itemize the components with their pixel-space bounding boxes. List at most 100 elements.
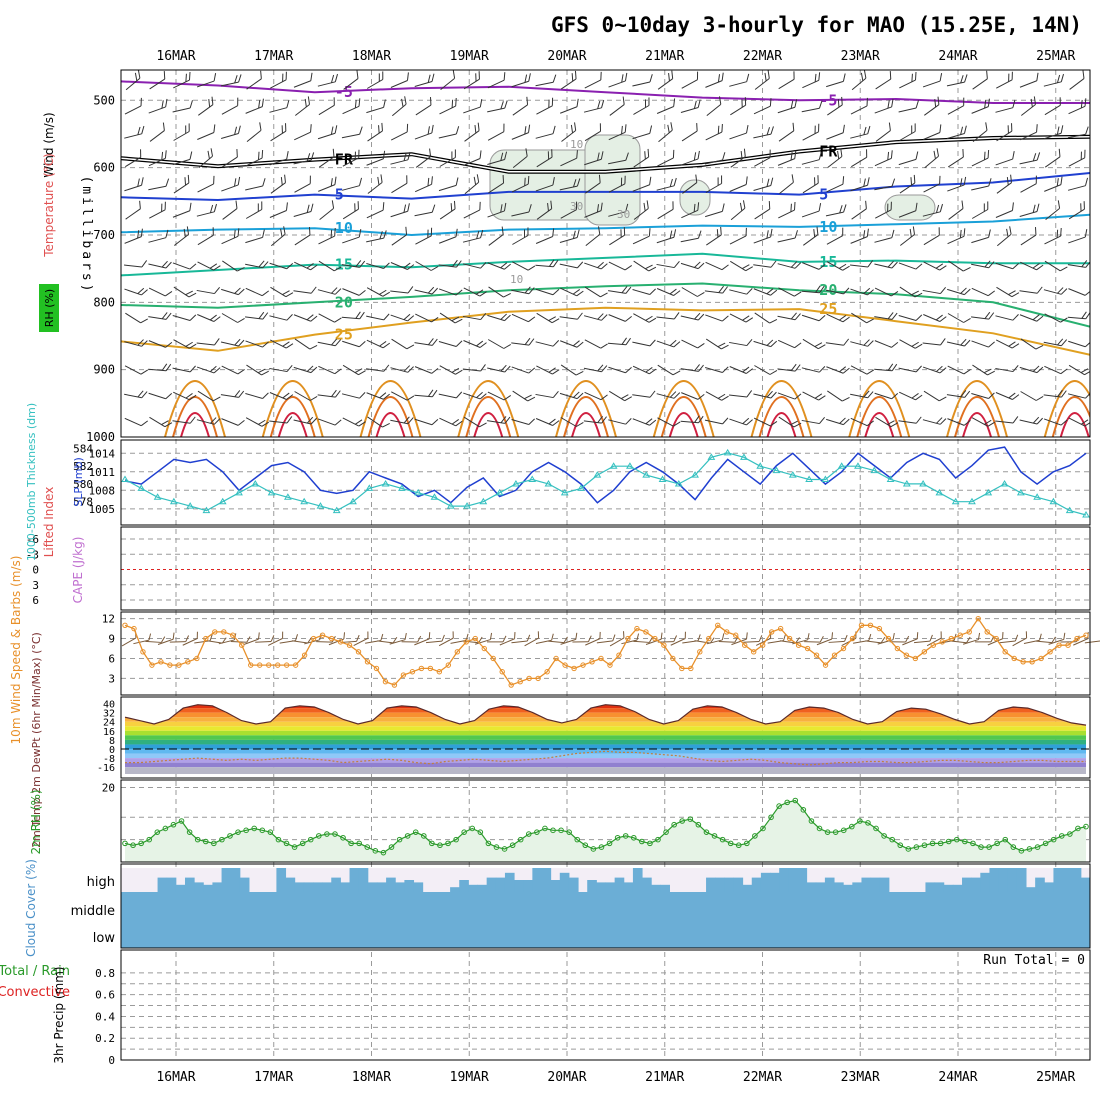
barb-feather xyxy=(709,637,715,644)
wind-barb xyxy=(270,226,286,247)
wind-speed-marker xyxy=(131,625,137,632)
barb-shaft xyxy=(680,262,699,270)
barb-shaft xyxy=(149,416,166,428)
thickness-marker xyxy=(691,471,699,478)
barb-feather xyxy=(503,394,512,401)
wind-speed-marker xyxy=(616,652,622,658)
barb-shaft xyxy=(148,340,166,348)
barb-feather xyxy=(285,123,287,132)
barb-shaft xyxy=(584,262,602,270)
surface-wind-barb xyxy=(1012,631,1028,647)
barb-feather xyxy=(258,100,261,109)
barb-feather xyxy=(625,337,631,346)
precip-total-label: Total / Rain xyxy=(0,964,70,979)
cloud-high-bar xyxy=(413,882,424,892)
barb-feather xyxy=(403,204,407,213)
wind-barb xyxy=(633,313,657,323)
wind-barb xyxy=(294,227,311,246)
wind-barb xyxy=(585,174,601,194)
cloud-high-bar xyxy=(706,877,716,892)
barb-shaft xyxy=(657,364,674,376)
wind-barb xyxy=(196,203,218,217)
isotherm-surface-arc xyxy=(1059,412,1090,437)
surface-wind-barb xyxy=(1084,640,1100,644)
barb-shaft xyxy=(777,315,796,321)
barb-feather xyxy=(548,316,556,322)
barb-shaft xyxy=(826,366,844,374)
wind-barb xyxy=(706,226,722,246)
wind-speed-marker xyxy=(795,642,802,648)
barb-shaft xyxy=(1084,640,1100,644)
barb-shaft xyxy=(680,368,699,372)
rh-marker xyxy=(429,840,435,847)
barb-feather xyxy=(162,122,165,131)
wind-barb xyxy=(1068,417,1090,427)
wind-barb xyxy=(245,392,269,399)
barb-shaft xyxy=(218,639,235,645)
barb-feather xyxy=(208,98,211,108)
barb-shaft xyxy=(609,637,625,647)
barb-feather xyxy=(504,365,511,373)
barb-shaft xyxy=(295,104,310,116)
wind-barb xyxy=(462,313,487,321)
wind-speed-marker xyxy=(140,649,146,655)
surface-wind-barb xyxy=(499,632,516,646)
barb-shaft xyxy=(463,340,481,348)
isotherm-surface-arc xyxy=(571,412,601,437)
barb-shaft xyxy=(995,210,1013,218)
barb-shaft xyxy=(148,287,166,297)
barb-feather xyxy=(623,227,626,236)
thickness-tick: 578 xyxy=(73,496,93,509)
wind-barb xyxy=(342,417,366,427)
barb-shaft xyxy=(317,341,336,347)
wind-barb xyxy=(729,176,748,192)
barb-feather xyxy=(790,100,794,109)
wind-speed-marker xyxy=(643,629,649,635)
wind-barb xyxy=(656,339,681,348)
barb-feather xyxy=(185,73,187,82)
barb-feather xyxy=(356,634,360,642)
barb-feather xyxy=(331,200,335,209)
wind-barb xyxy=(1020,261,1044,271)
wind-barb xyxy=(681,339,705,349)
barb-feather xyxy=(625,286,632,294)
barb-feather xyxy=(818,100,823,109)
barb-shaft xyxy=(220,394,239,398)
barb-shaft xyxy=(255,640,272,643)
wind-barb xyxy=(148,229,169,243)
precip-axis-label: 3hr Precip (mm) xyxy=(52,966,66,1063)
barb-feather xyxy=(185,635,190,642)
wind-barb xyxy=(777,363,801,372)
surface-wind-barb xyxy=(462,636,483,644)
barb-feather xyxy=(868,633,872,641)
wind-barb xyxy=(196,73,217,88)
cloud-high-bar xyxy=(632,868,643,892)
barb-feather xyxy=(863,287,871,295)
cloud-level-label: low xyxy=(93,931,116,946)
rh-marker xyxy=(873,825,879,832)
cloud-high-bar xyxy=(486,877,497,892)
barb-shaft xyxy=(657,208,674,220)
barb-feather xyxy=(794,99,798,108)
barb-shaft xyxy=(1020,131,1037,141)
temp-band xyxy=(125,753,1086,759)
barb-feather xyxy=(988,229,991,238)
barb-feather xyxy=(842,227,844,236)
thickness-marker xyxy=(1049,497,1058,505)
barb-shaft xyxy=(632,341,651,347)
barb-shaft xyxy=(487,420,505,424)
wind-barb xyxy=(318,227,336,245)
wind-barb xyxy=(802,175,819,194)
barb-feather xyxy=(331,287,338,294)
barb-feather xyxy=(988,341,995,348)
wind-barb xyxy=(656,229,677,244)
barb-feather xyxy=(697,342,705,349)
barb-feather xyxy=(141,340,148,347)
surface-wind-barb xyxy=(792,633,810,645)
barb-feather xyxy=(934,98,937,108)
rh-marker xyxy=(970,840,976,847)
panel-frame-li xyxy=(120,526,1091,611)
wind-barb xyxy=(874,260,898,269)
barb-shaft xyxy=(535,639,552,645)
surface-wind-barb xyxy=(828,634,848,643)
